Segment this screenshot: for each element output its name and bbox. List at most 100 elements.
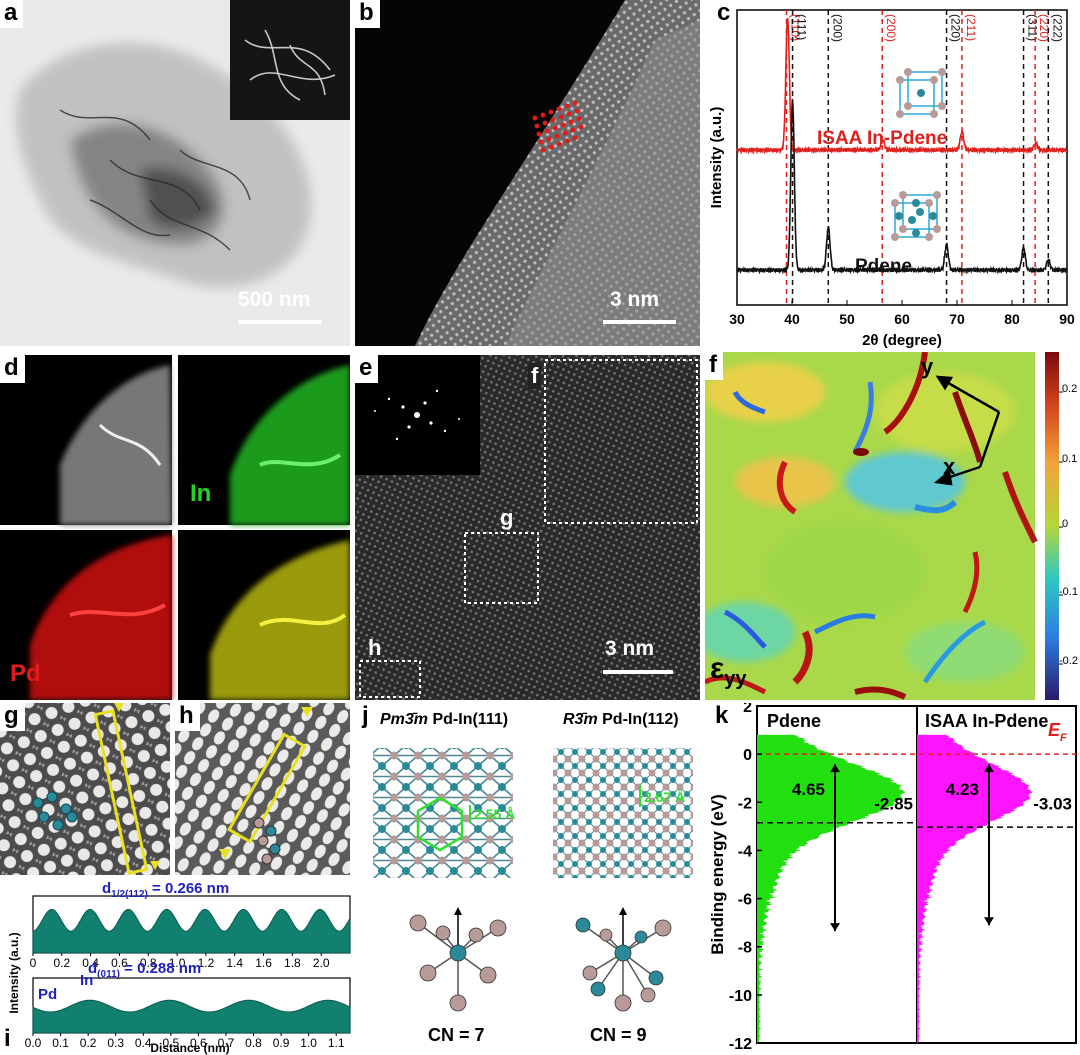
atomic-image-g [0, 703, 170, 875]
unit-cell-icon [896, 68, 946, 118]
corner-atom [925, 199, 933, 207]
x-tick-label: 0.9 [273, 1036, 290, 1050]
structure1-title: Pm3̄m Pd-In(111) [380, 711, 508, 729]
map-label-in: In [190, 480, 212, 507]
tem-image-a [0, 0, 350, 346]
y-axis-label: Binding energy (eV) [708, 794, 727, 955]
panel-label-i: i [0, 1026, 17, 1054]
corner-atom [930, 76, 938, 84]
colorbar-tick-3: -0.1 [1059, 586, 1078, 598]
x-tick-label: 0.3 [107, 1036, 124, 1050]
x-tick-label: 0.5 [162, 1036, 179, 1050]
panel-label-f: f [705, 352, 723, 380]
arrow-head [830, 764, 840, 773]
face-atom [916, 208, 924, 216]
fermi-subscript: F [1060, 732, 1067, 744]
x-tick-label: 0.7 [218, 1036, 235, 1050]
axis-label-x: x [943, 454, 956, 479]
fermi-label: E [1048, 720, 1061, 740]
reference-label: (111) [795, 14, 809, 40]
y-tick-label: -6 [738, 892, 752, 909]
x-tick-label: 0.4 [135, 1036, 152, 1050]
box-label-h: h [368, 635, 382, 660]
unit-cell-edge [902, 194, 938, 230]
d1-main: d [102, 880, 112, 897]
x-tick-label: 1.0 [169, 956, 186, 970]
x-tick-label: 0.8 [140, 956, 157, 970]
x-tick-label: 2.0 [313, 956, 330, 970]
y-axis-label: Intensity (a.u.) [708, 107, 725, 209]
panel-label-a: a [0, 0, 24, 28]
box-label-g: g [500, 505, 514, 530]
y-tick-label: -2 [738, 795, 752, 812]
face-atom [929, 212, 937, 220]
arrow-head [830, 923, 840, 932]
structure2-distance: 2.67 Å [644, 789, 686, 805]
box-label-f: f [528, 363, 542, 389]
x-tick-label: 0 [30, 956, 37, 970]
atomic-image-h [175, 703, 350, 875]
x-axis-label: 2θ (degree) [862, 332, 942, 349]
panel-label-c: c [713, 0, 737, 28]
face-atom [908, 216, 916, 224]
d2-label: d(011) = 0.288 nm [88, 960, 201, 980]
corner-atom [933, 225, 941, 233]
unit-cell-icon [891, 191, 941, 241]
x-tick-label: 80 [1004, 311, 1020, 327]
axis-label-y: y [921, 354, 934, 379]
x-tick-label: 70 [949, 311, 965, 327]
dos-area [917, 734, 1033, 1043]
structure2-name: Pd-In(112) [597, 711, 679, 728]
body-atom [917, 89, 925, 97]
reference-label: (200) [884, 14, 898, 42]
profile-area [32, 999, 351, 1034]
series-label: ISAA In-Pdene [817, 128, 947, 149]
x-tick-label: 0.4 [82, 956, 99, 970]
panel-label-g: g [0, 703, 25, 731]
structure2-space-group: R3̄m [563, 711, 598, 728]
arrow-head [984, 917, 994, 926]
dband-chart: 4.65 -2.85 Pdene 4.23 -3.03 ISAA In-Pdene E F 2 0… [708, 703, 1077, 1053]
panel-d: d In Pd [0, 355, 350, 700]
face-atom [912, 229, 920, 237]
hrtem-image-e [355, 355, 700, 700]
x-axis-label: Distance (nm) [150, 1041, 229, 1055]
reference-label: (220) [949, 14, 963, 42]
series-line [736, 17, 1068, 155]
corner-atom [899, 225, 907, 233]
width-label: 4.23 [946, 780, 979, 799]
reference-label: (200) [830, 14, 844, 42]
series-title: ISAA In-Pdene [925, 711, 1048, 731]
scale-bar-label-b: 3 nm [610, 288, 660, 311]
corner-atom [899, 191, 907, 199]
structure1-name: Pd-In(111) [428, 711, 509, 728]
scale-bar-label-a: 500 nm [238, 288, 311, 311]
corner-atom [891, 199, 899, 207]
panel-j: j Pm3̄m Pd-In(111) R3̄m Pd-In(112) 2.55 … [358, 703, 703, 1055]
x-tick-label: 1.6 [255, 956, 272, 970]
colorbar-tick-1: 0.1 [1062, 453, 1078, 465]
unit-cell-edge [899, 79, 935, 115]
panel-b: b 3 nm [355, 0, 700, 346]
x-tick-label: 1.4 [226, 956, 243, 970]
corner-atom [904, 102, 912, 110]
structure1-space-group: Pm3̄m [380, 711, 429, 728]
colorbar-tick-4: -0.2 [1059, 655, 1078, 667]
y-tick-label: -4 [738, 843, 752, 860]
panel-c: (110) (111) (200) (200) (220) (211) (311) (220)… [705, 0, 1080, 350]
panel-label-b: b [355, 0, 380, 28]
crystal-structures [373, 748, 693, 1012]
dos-area [757, 734, 905, 1043]
strain-map [705, 352, 1063, 700]
panel-label-k: k [711, 703, 735, 731]
panel-e: e f g h 3 nm [355, 355, 700, 700]
y-tick-label: -10 [729, 988, 752, 1005]
corner-atom [891, 233, 899, 241]
panel-label-d: d [0, 355, 25, 383]
in-profile-label: In [80, 972, 94, 989]
x-tick-label: 1.0 [300, 1036, 317, 1050]
structure1-cn: CN = 7 [428, 1025, 485, 1045]
corner-atom [925, 233, 933, 241]
epsilon-label: εyy [710, 652, 747, 691]
face-atom [912, 199, 920, 207]
